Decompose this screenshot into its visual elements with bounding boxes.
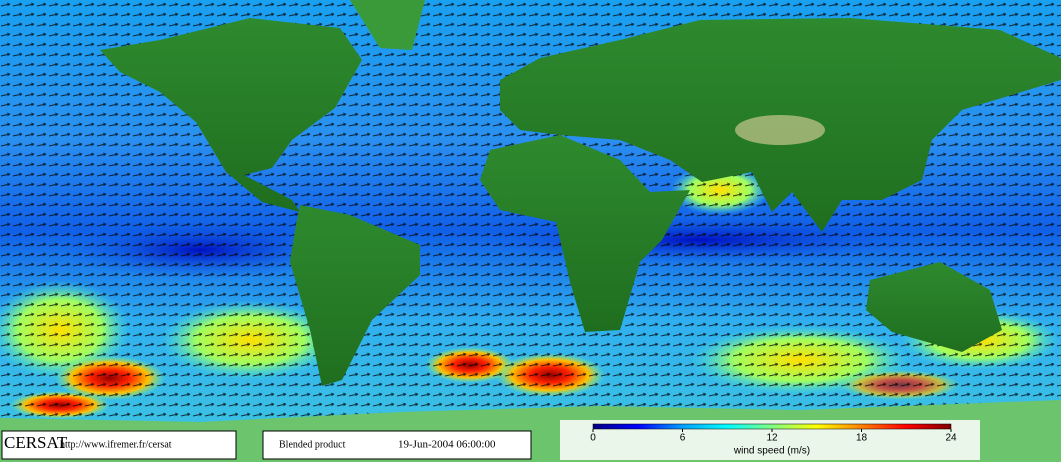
info-box [262, 430, 532, 460]
date: 19-Jun-2004 06:00:00 [398, 439, 496, 451]
colorbar-tick-label: 18 [856, 433, 868, 444]
url: http://www.ifremer.fr/cersat [60, 439, 172, 450]
south-america [290, 205, 420, 386]
footer: CERSAT http://www.ifremer.fr/cersat Blen… [1, 420, 980, 460]
plateau [735, 115, 825, 145]
colorbar-tick-label: 6 [680, 433, 686, 444]
colorbar-tick-label: 0 [590, 433, 596, 444]
australia [866, 262, 1002, 352]
colorbar: 0 6 12 18 24 wind speed (m/s) [590, 423, 957, 457]
colorbar-label: wind speed (m/s) [733, 446, 810, 457]
product: Blended product [279, 439, 346, 450]
north-america [100, 18, 362, 212]
colorbar-tick-label: 12 [766, 433, 778, 444]
africa [480, 135, 690, 332]
colorbar-tick-label: 24 [945, 433, 957, 444]
greenland [350, 0, 425, 50]
logo-box [1, 430, 237, 460]
logo: CERSAT [4, 433, 68, 452]
colorbar-scale [592, 423, 952, 430]
